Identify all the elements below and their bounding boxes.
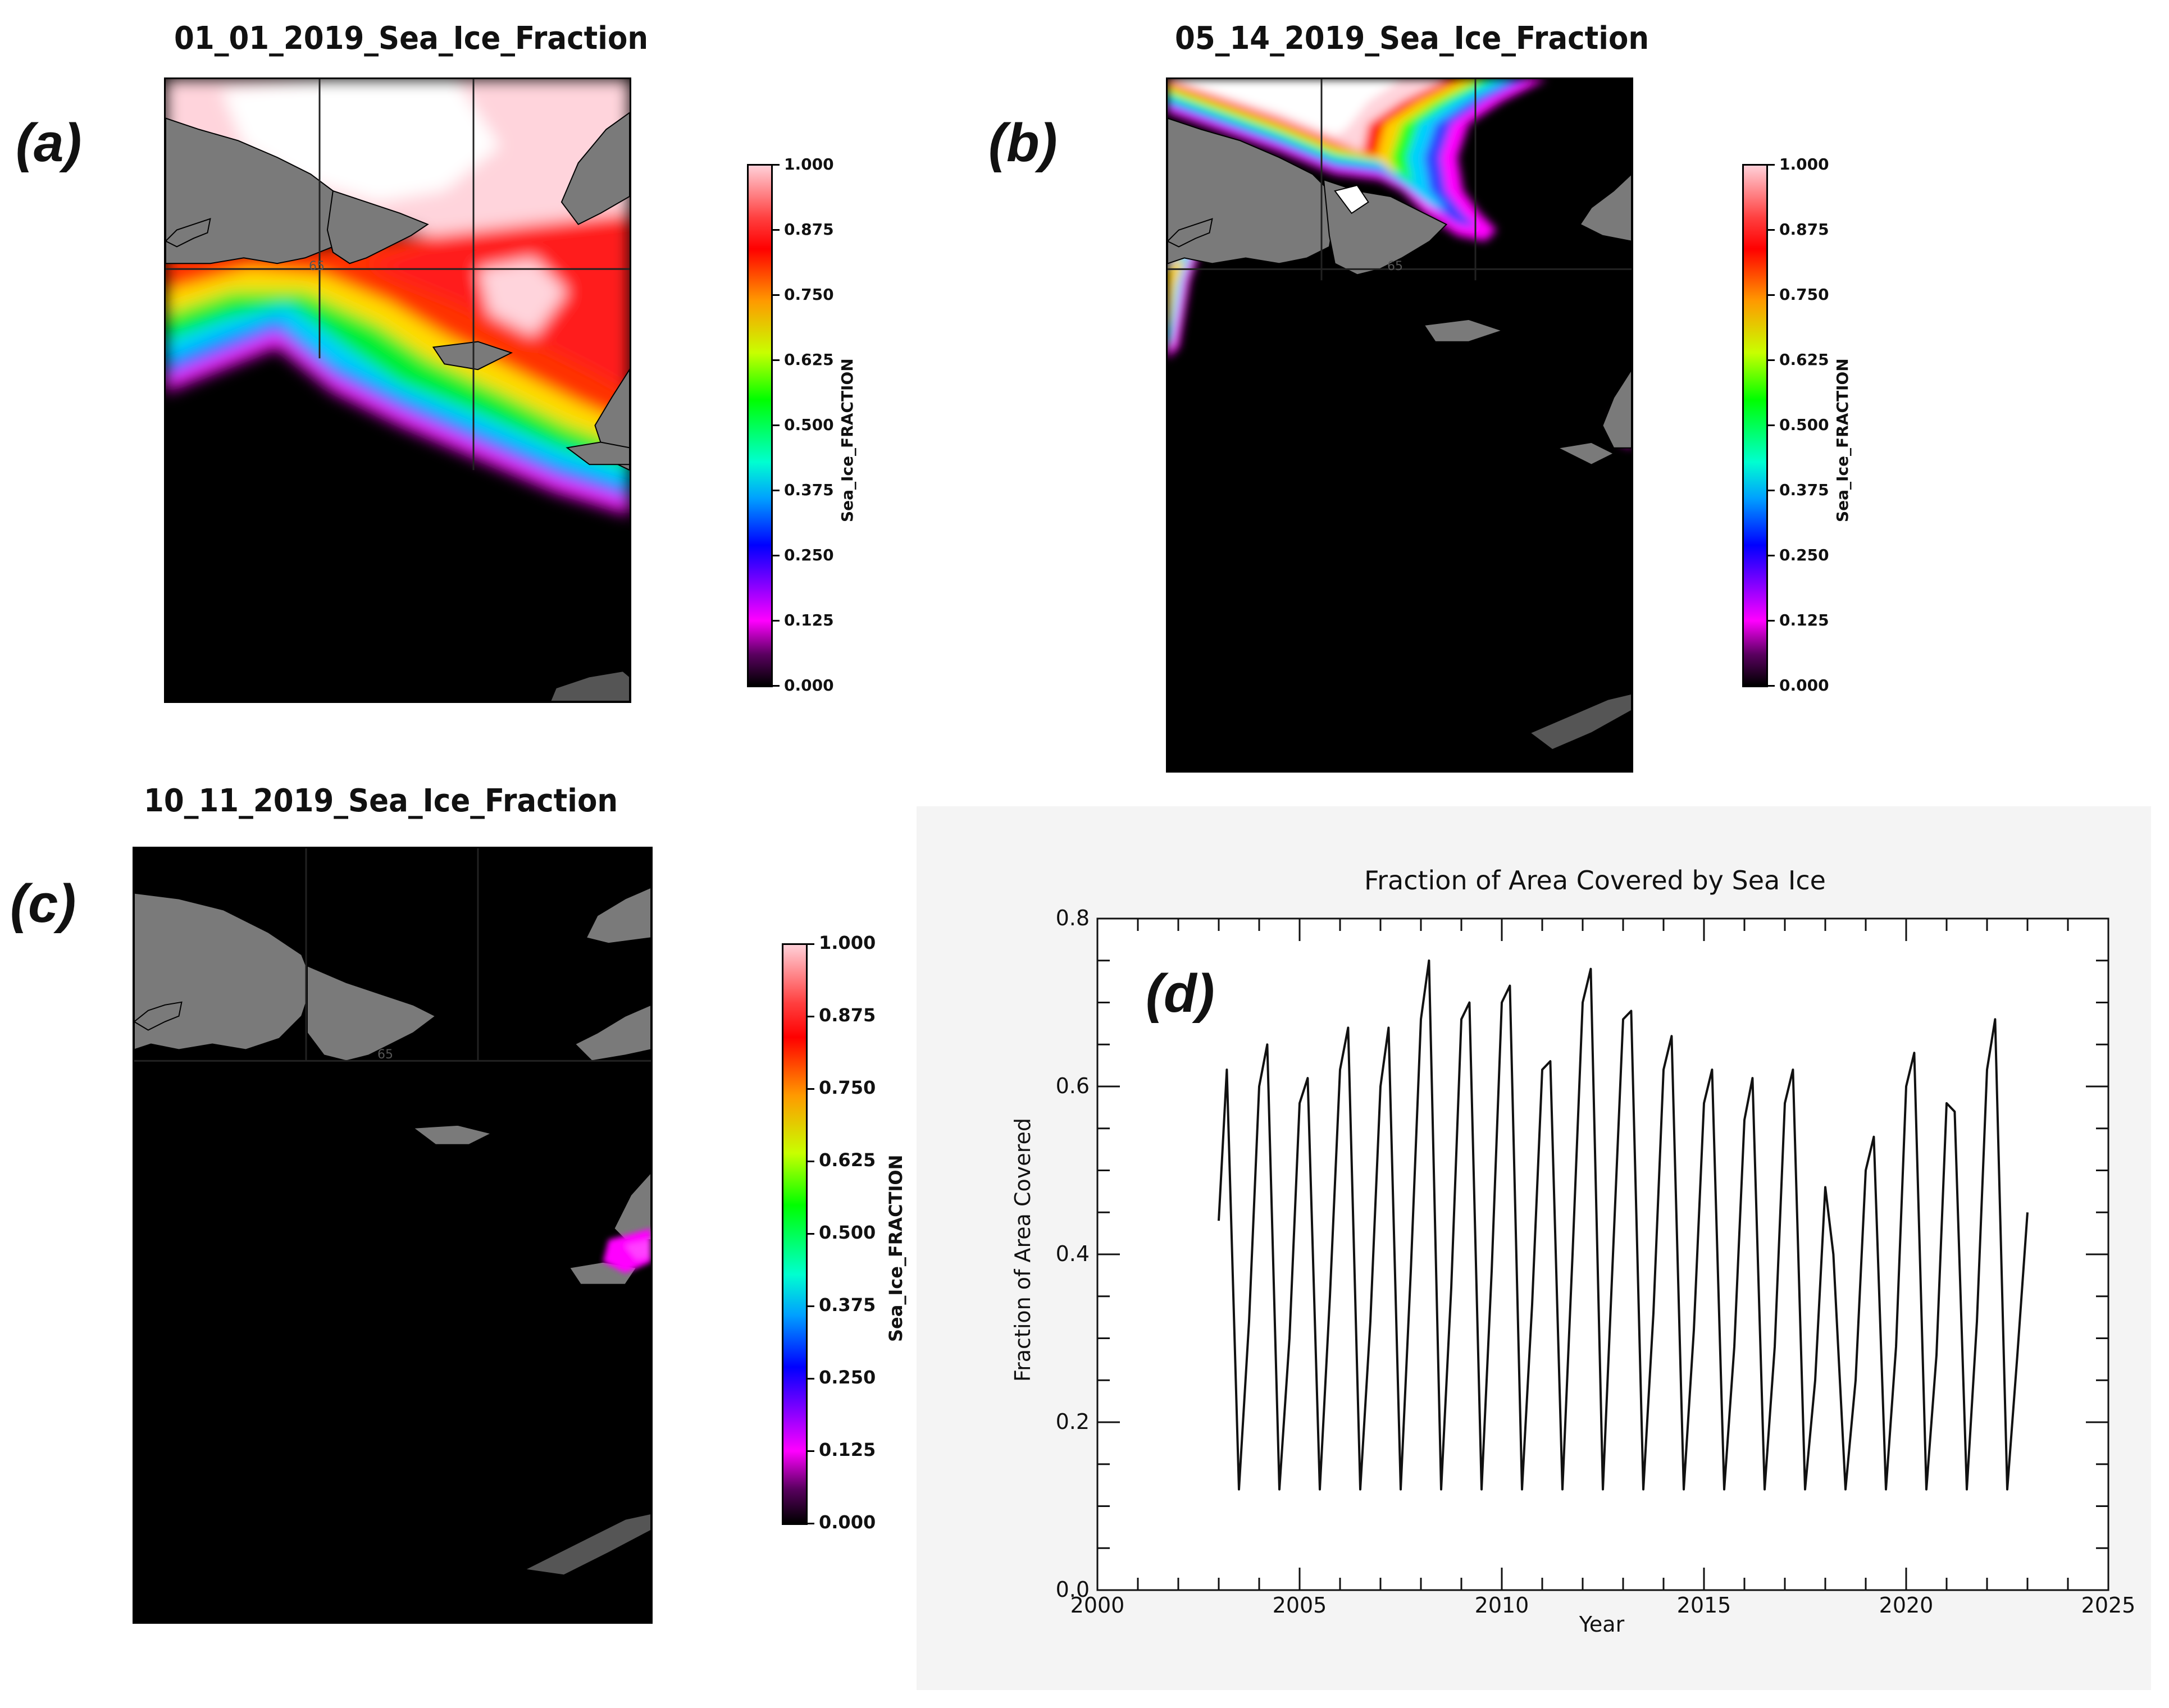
y-tick-label: 0.2 (1056, 1409, 1090, 1434)
map-c (133, 847, 653, 1624)
colorbar-a-label: Sea_Ice_FRACTION (838, 358, 856, 522)
y-tick-label: 0.0 (1056, 1577, 1090, 1602)
colorbar-b-tick-label: 0.625 (1779, 350, 1829, 369)
chart-tick-labels: 2000 2005 2010 2015 2020 2025 0.0 0.2 0.4 0.6 0.8 (1056, 906, 2136, 1618)
panel-letter-c: (c) (10, 874, 76, 934)
colorbar-b-tick-label: 0.750 (1779, 285, 1829, 304)
map-c-grid-label: 65 (377, 1048, 393, 1062)
colorbar-b-tick-label: 0.000 (1779, 676, 1829, 695)
map-a-grid-label: 65 (309, 259, 325, 273)
map-gridlines (134, 848, 651, 1062)
x-tick-label: 2020 (1879, 1593, 1934, 1618)
y-axis-label: Fraction of Area Covered (1010, 1118, 1035, 1382)
colorbar-a-tick-label: 1.000 (784, 155, 834, 173)
colorbar-c-tick-label: 0.875 (819, 1004, 876, 1026)
colorbar-c-tick-label: 0.250 (819, 1367, 876, 1388)
y-tick-label: 0.8 (1056, 906, 1090, 930)
land-masses (1168, 117, 1632, 751)
map-b-title: 05_14_2019_Sea_Ice_Fraction (1175, 20, 1649, 57)
y-tick-label: 0.6 (1056, 1074, 1090, 1098)
map-b-grid-label: 65 (1387, 259, 1403, 273)
timeseries-chart: 2000 2005 2010 2015 2020 20250.00.20.40.60.8 … (1010, 865, 2136, 1637)
x-axis-label: Year (1579, 1612, 1625, 1637)
sea-ice-field (603, 1229, 651, 1273)
x-tick-label: 2000 (1070, 1593, 1125, 1618)
map-b-canvas (1168, 79, 1632, 771)
chart-title: Fraction of Area Covered by Sea Ice (1364, 865, 1826, 896)
colorbar-c-tick-label: 1.000 (819, 932, 876, 953)
colorbar-c-tick-label: 0.125 (819, 1439, 876, 1460)
colorbar-b-label: Sea_Ice_FRACTION (1833, 358, 1852, 522)
panel-letter-b: (b) (988, 113, 1058, 173)
colorbar-c-label: Sea_Ice_FRACTION (885, 1154, 906, 1342)
colorbar-a-tick-label: 0.375 (784, 481, 834, 499)
map-gridlines (1168, 79, 1632, 281)
colorbar-a-tick-label: 0.625 (784, 350, 834, 369)
colorbar-a (747, 164, 773, 687)
colorbar-b-tick-label: 0.375 (1779, 481, 1829, 499)
y-tick-label: 0.4 (1056, 1241, 1090, 1266)
map-a-canvas (166, 79, 630, 701)
colorbar-c-tick-label: 0.625 (819, 1149, 876, 1171)
land-masses (166, 112, 630, 701)
colorbar-b-tick-label: 0.250 (1779, 546, 1829, 564)
map-c-title: 10_11_2019_Sea_Ice_Fraction (144, 783, 618, 819)
panel-letter-a: (a) (16, 113, 82, 173)
colorbar-c-tick-label: 0.750 (819, 1077, 876, 1098)
colorbar-a-tick-label: 0.500 (784, 415, 834, 434)
timeseries-panel: 2000 2005 2010 2015 2020 2025 0.0 0.2 0.4 0.6 0.8 … (917, 806, 2151, 1690)
colorbar-b-tick-label: 0.875 (1779, 220, 1829, 239)
x-tick-label: 2015 (1677, 1593, 1731, 1618)
colorbar-b-tick-label: 0.125 (1779, 611, 1829, 629)
colorbar-c (782, 943, 808, 1525)
map-a (164, 77, 631, 703)
colorbar-a-tick-label: 0.250 (784, 546, 834, 564)
sea-ice-field (1168, 79, 1632, 448)
series-line-sea-ice (1218, 959, 2029, 1491)
map-a-title: 01_01_2019_Sea_Ice_Fraction (174, 20, 649, 57)
colorbar-c-tick-label: 0.500 (819, 1222, 876, 1243)
colorbar-b-tick-label: 1.000 (1779, 155, 1829, 173)
map-b (1166, 77, 1633, 773)
x-tick-label: 2005 (1273, 1593, 1327, 1618)
land-masses (134, 887, 651, 1576)
colorbar-c-tick-label: 0.375 (819, 1294, 876, 1316)
colorbar-a-tick-label: 0.000 (784, 676, 834, 695)
colorbar-b-tick-label: 0.500 (1779, 415, 1829, 434)
chart-ticks (1096, 917, 2109, 1591)
colorbar-a-tick-label: 0.875 (784, 220, 834, 239)
colorbar-c-tick-label: 0.000 (819, 1511, 876, 1533)
colorbar-b (1742, 164, 1768, 687)
panel-letter-d: (d) (1146, 963, 1215, 1024)
map-gridlines (166, 79, 630, 471)
map-c-canvas (134, 848, 651, 1622)
colorbar-a-tick-label: 0.125 (784, 611, 834, 629)
x-tick-label: 2025 (2081, 1593, 2136, 1618)
x-tick-label: 2010 (1475, 1593, 1529, 1618)
colorbar-a-tick-label: 0.750 (784, 285, 834, 304)
